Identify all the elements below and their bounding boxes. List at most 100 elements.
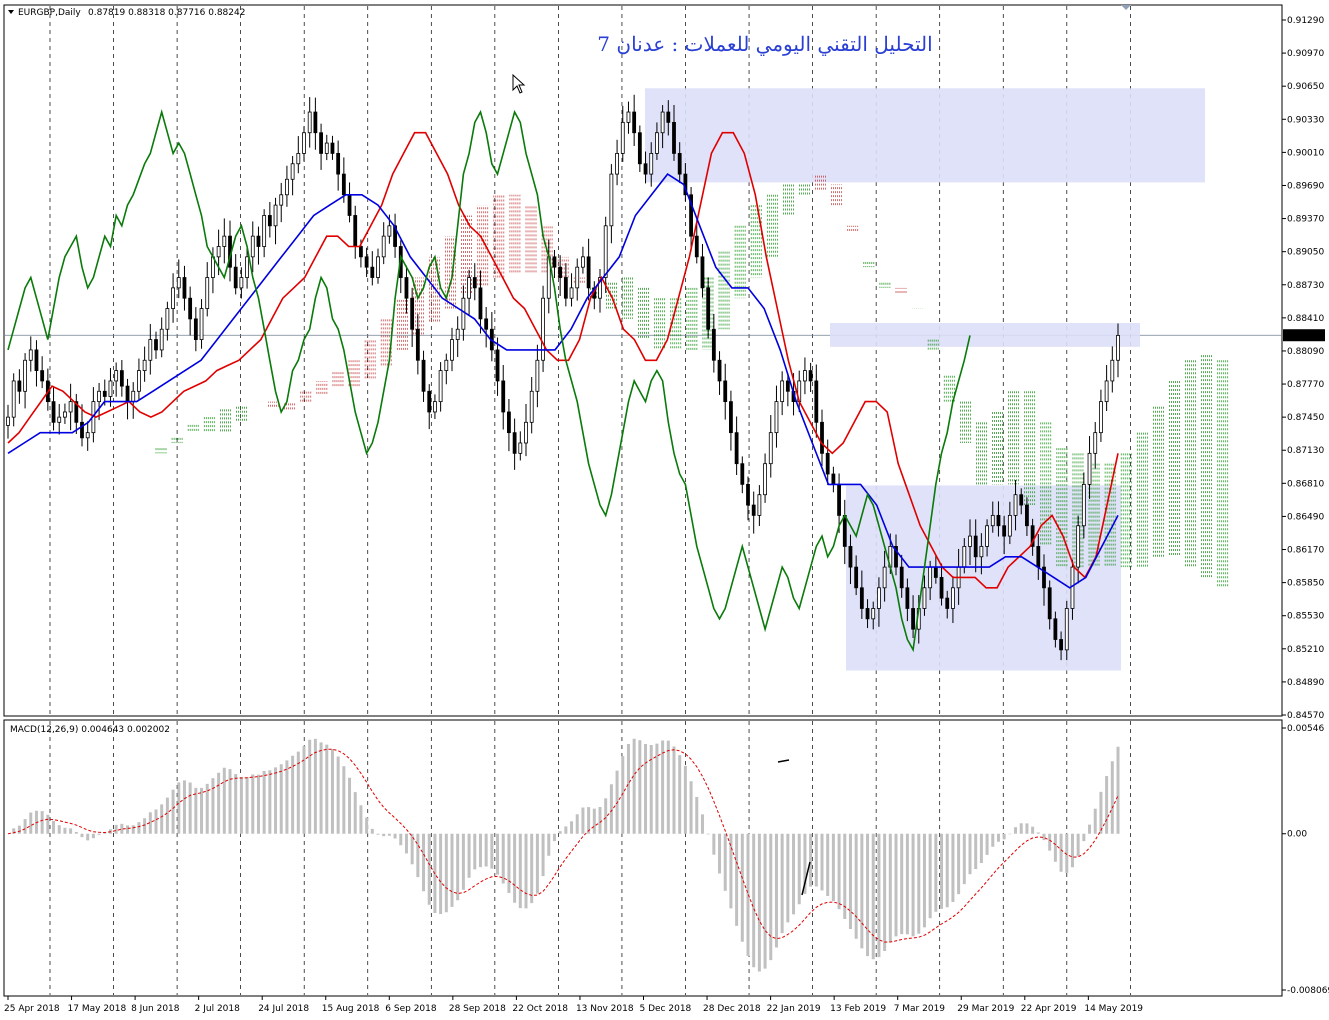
candle-bear [785, 380, 790, 392]
candle-bull [376, 256, 380, 278]
tenkan-line [7, 131, 1119, 589]
candle-bull [529, 390, 534, 423]
price-tick-label: 0.84570 [1287, 711, 1324, 721]
candle-bull [114, 370, 119, 382]
candle-bull [535, 359, 540, 392]
price-tick-label: 0.88410 [1287, 314, 1324, 324]
candle-bear [689, 194, 693, 237]
candle-bear [677, 153, 682, 175]
candle-bull [324, 142, 329, 154]
collapse-triangle-icon[interactable] [8, 10, 14, 14]
candle-bear [905, 587, 910, 609]
candle-bear [336, 153, 341, 175]
candle-bear [831, 473, 836, 485]
candle-bull [171, 287, 175, 309]
candle-bull [541, 297, 545, 361]
candle-bull [57, 416, 62, 423]
candle-bear [899, 566, 904, 589]
candle-bear [825, 452, 830, 475]
candle-bear [319, 132, 323, 154]
candle-bull [467, 277, 471, 299]
candle-bear [80, 421, 84, 439]
candle-bear [495, 349, 500, 382]
candle-bull [262, 215, 267, 247]
candle-bull [763, 463, 767, 496]
candle-bull [307, 111, 312, 134]
chikou-line [7, 108, 971, 653]
candle-bull [1013, 494, 1018, 516]
candle-bear [74, 401, 79, 423]
candle-bear [632, 111, 637, 134]
date-tick-label: 22 Oct 2018 [512, 1004, 568, 1014]
candle-bull [250, 235, 255, 258]
candle-bear [700, 256, 705, 289]
price-tick-label: 0.90970 [1287, 49, 1324, 59]
candle-bull [1087, 452, 1092, 485]
candle-bear [341, 173, 346, 196]
candle-bear [996, 514, 1001, 527]
candle-bear [563, 277, 568, 299]
price-tick-label: 0.86490 [1287, 512, 1324, 522]
candle-bear [484, 318, 489, 330]
candle-bull [85, 432, 90, 439]
candle-bear [723, 380, 728, 403]
date-tick-label: 14 May 2019 [1084, 1004, 1143, 1014]
mouse-cursor-icon [512, 73, 526, 94]
highlight-zone [645, 88, 1205, 183]
price-tick-label: 0.90330 [1287, 115, 1324, 125]
date-tick-label: 2 Jul 2018 [195, 1004, 240, 1014]
price-candles [6, 94, 1120, 661]
date-tick-label: 24 Jul 2018 [258, 1004, 309, 1014]
candle-bear [939, 577, 944, 599]
candle-bear [694, 235, 699, 258]
ichimoku-cloud [155, 174, 1229, 588]
date-tick-label: 28 Dec 2018 [703, 1004, 761, 1014]
candle-bull [979, 546, 984, 558]
candle-bull [609, 173, 614, 227]
candle-bull [1104, 380, 1109, 403]
candle-bull [433, 401, 437, 413]
price-tick-label: 0.84890 [1287, 678, 1324, 688]
candle-bull [302, 132, 306, 154]
candle-bear [973, 535, 978, 558]
candle-bull [962, 546, 967, 568]
candle-bull [273, 204, 278, 227]
candle-bull [285, 178, 289, 196]
shift-marker-icon[interactable] [1121, 5, 1131, 10]
candle-bull [1007, 514, 1012, 537]
candle-bear [1059, 639, 1063, 651]
candle-bear [256, 235, 261, 247]
candle-bull [660, 111, 665, 134]
candle-bull [461, 297, 466, 330]
candle-bear [359, 246, 363, 258]
macd-pane[interactable] [3, 719, 1283, 997]
candle-bull [387, 225, 392, 237]
candle-bear [313, 111, 318, 134]
candle-bull [239, 277, 244, 289]
candle-bear [188, 297, 193, 320]
candle-bull [598, 277, 602, 299]
axis-labels: 25 Apr 2018 17 May 2018 8 Jun 2018 2 Jul 20… [4, 16, 1329, 1014]
candle-bear [837, 483, 841, 516]
price-tick-label: 0.91290 [1287, 16, 1324, 26]
price-tick-label: 0.85210 [1287, 645, 1324, 655]
candle-bear [370, 266, 375, 278]
candle-bear [1036, 546, 1041, 568]
candle-bear [1030, 525, 1035, 547]
candle-bear [637, 132, 642, 165]
candle-bear [734, 432, 739, 465]
candle-bull [524, 421, 528, 444]
candle-bear [40, 370, 45, 382]
ichimoku-lines [7, 108, 1119, 653]
candle-bear [472, 277, 477, 289]
candle-bull [620, 121, 625, 154]
chart-title: التحليل التقني اليومي للعملات : عدنان 7 [597, 32, 932, 56]
date-tick-label: 13 Nov 2018 [576, 1004, 634, 1014]
candle-bear [267, 215, 272, 227]
price-tick-label: 0.86810 [1287, 479, 1324, 489]
candle-bull [1081, 483, 1086, 527]
date-tick-label: 13 Feb 2019 [830, 1004, 886, 1014]
candle-bull [877, 587, 881, 609]
price-tick-label: 0.90650 [1287, 82, 1324, 92]
